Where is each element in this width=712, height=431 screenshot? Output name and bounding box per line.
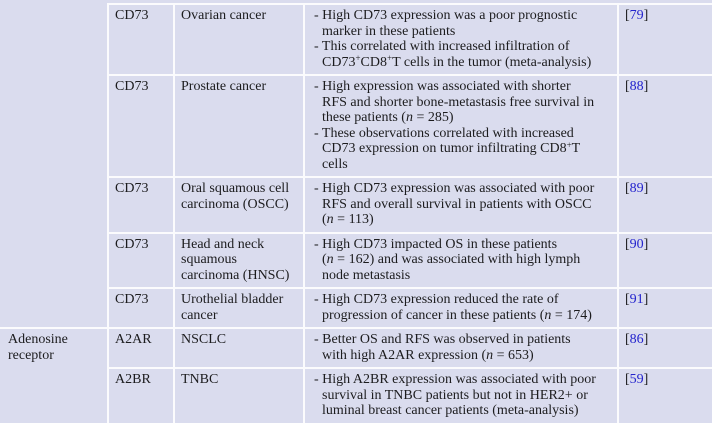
table-row: CD73 Prostate cancer - High expression was… [0,74,712,177]
findings-cell: - High CD73 expression was associated wi… [303,176,618,233]
table-row: CD73 Urothelial bladder cancer - High CD73… [0,287,712,328]
marker-cell: CD73 [107,3,174,75]
reference-cell: [91] [617,287,712,328]
marker-label: CD73 [115,292,149,307]
cancer-type-cell: Head and neck squamous carcinoma (HNSC) [173,231,304,288]
reference-open-bracket: [ [625,332,630,347]
reference-close-bracket: ] [643,292,649,307]
reference-close-bracket: ] [643,8,649,23]
reference-cell: [86] [617,327,712,368]
finding-item: - High CD73 impacted OS in these patient… [314,236,581,283]
reference-close-bracket: ] [643,79,649,94]
marker-label: CD73 [115,181,149,196]
table-row: CD73 Oral squamous cell carcinoma (OSCC) -… [0,176,712,233]
reference-cell: [79] [617,3,712,75]
cancer-type-label: Ovarian cancer [181,8,267,23]
reference-link[interactable]: 89 [629,181,644,196]
table-row: CD73 Ovarian cancer - High CD73 expression… [0,3,712,328]
marker-label: CD73 [115,236,149,252]
finding-item: - High expression was associated with sh… [314,79,595,125]
cancer-type-cell: Oral squamous cell carcinoma (OSCC) [173,176,304,233]
reference-open-bracket: [ [625,292,630,307]
table-row: A2BR TNBC - High A2BR expression was assoc… [0,367,712,423]
reference: [59] [625,372,648,387]
finding-item: - Better OS and RFS was observed in pati… [314,332,571,363]
cancer-type-label: TNBC [181,372,219,387]
reference-cell: [88] [617,74,712,177]
reference-open-bracket: [ [625,8,630,23]
reference-close-bracket: ] [643,181,649,196]
table-row: CD73 Head and neck squamous carcinoma (HN… [0,231,712,288]
reference-close-bracket: ] [643,332,649,347]
marker-label: CD73 [115,79,149,94]
reference-link[interactable]: 90 [629,236,644,252]
reference-link[interactable]: 59 [629,372,644,387]
marker-cell: A2AR [107,327,174,368]
reference: [89] [625,181,648,196]
reference: [90] [625,237,648,252]
reference-open-bracket: [ [625,236,630,252]
cancer-type-label: NSCLC [181,332,227,347]
finding-item: - These observations correlated with inc… [314,125,581,172]
reference: [79] [625,8,648,23]
reference-open-bracket: [ [625,372,630,387]
reference: [86] [625,332,648,347]
reference-link[interactable]: 86 [629,332,644,347]
marker-label: CD73 [115,8,149,23]
reference-open-bracket: [ [625,181,630,196]
cancer-type-cell: TNBC [173,367,304,423]
table-body: CD73 Ovarian cancer - High CD73 expression… [0,3,712,423]
marker-cell: CD73 [107,287,174,328]
reference-cell: [89] [617,176,712,233]
cancer-type-cell: Ovarian cancer [173,3,304,75]
finding-item: - High CD73 expression was a poor progno… [314,8,578,39]
category-label: Adenosine receptor [8,332,68,363]
cancer-type-label: Urothelial bladder cancer [181,292,284,323]
marker-label: A2AR [115,332,152,347]
category-cell: Adenosine receptor [0,327,108,423]
cancer-type-cell: Urothelial bladder cancer [173,287,304,328]
marker-cell: A2BR [107,367,174,423]
reference-cell: [90] [617,231,712,288]
reference-link[interactable]: 79 [629,8,644,23]
marker-cell: CD73 [107,176,174,233]
cancer-type-label: Prostate cancer [181,79,267,94]
cancer-type-label: Oral squamous cell carcinoma (OSCC) [181,181,290,212]
finding-item: - This correlated with increased infiltr… [314,39,592,70]
finding-item: - High CD73 expression was associated wi… [314,181,595,227]
marker-label: A2BR [115,372,151,387]
finding-item: - High A2BR expression was associated wi… [314,372,596,418]
marker-cell: CD73 [107,74,174,177]
reference-close-bracket: ] [643,372,649,387]
findings-cell: - High CD73 impacted OS in these patient… [303,231,618,288]
reference: [91] [625,292,648,307]
findings-cell: - High CD73 expression was a poor progno… [303,3,618,75]
findings-cell: - Better OS and RFS was observed in pati… [303,327,618,368]
findings-cell: - High CD73 expression reduced the rate … [303,287,618,328]
findings-cell: - High expression was associated with sh… [303,74,618,177]
data-table: CD73 Ovarian cancer - High CD73 expression… [0,3,712,423]
finding-item: - High CD73 expression reduced the rate … [314,292,592,323]
cancer-type-label: Head and neck squamous carcinoma (HNSC) [181,236,290,283]
reference-cell: [59] [617,367,712,423]
reference-link[interactable]: 91 [629,292,644,307]
marker-cell: CD73 [107,231,174,288]
reference-link[interactable]: 88 [629,79,644,94]
cancer-type-cell: NSCLC [173,327,304,368]
table-row: Adenosine receptor A2AR NSCLC - Better OS a… [0,327,712,423]
cancer-type-cell: Prostate cancer [173,74,304,177]
reference-open-bracket: [ [625,79,630,94]
category-cell [0,4,108,328]
reference: [88] [625,79,648,94]
reference-close-bracket: ] [643,236,649,252]
findings-cell: - High A2BR expression was associated wi… [303,367,618,423]
